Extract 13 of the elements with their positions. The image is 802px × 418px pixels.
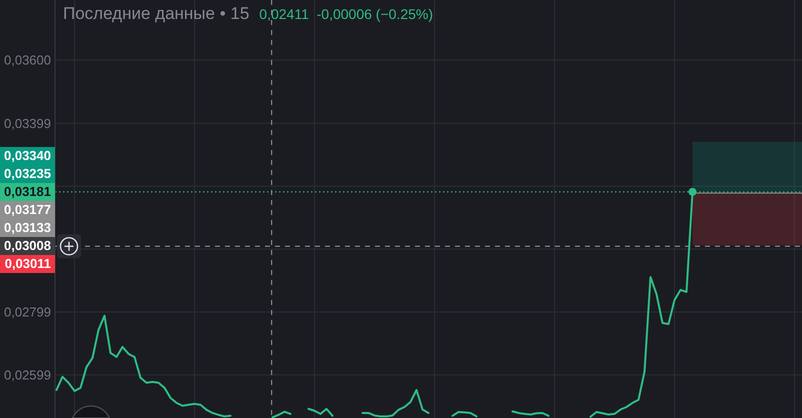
text: 0,03011 [0,255,55,274]
ref-line-label: 0,03008 [0,237,55,256]
chart-title: Последние данные • 15 [63,4,250,24]
y-tick-label: 0,02599 [4,367,51,382]
y-tick-label: 0,03399 [4,116,51,131]
text: 0,03235 [0,164,55,183]
chart-subtitle: 0,02411 -0,00006 (−0.25%) [259,6,433,22]
y-tick-label: 0,02799 [4,304,51,320]
text: 0,03340 [0,146,55,165]
y-tick-label: 0,03600 [4,52,51,68]
text: 0,03177 [0,200,55,219]
text: 0,03133 [0,218,55,237]
ref-line-label: 0,03181 [0,182,55,201]
